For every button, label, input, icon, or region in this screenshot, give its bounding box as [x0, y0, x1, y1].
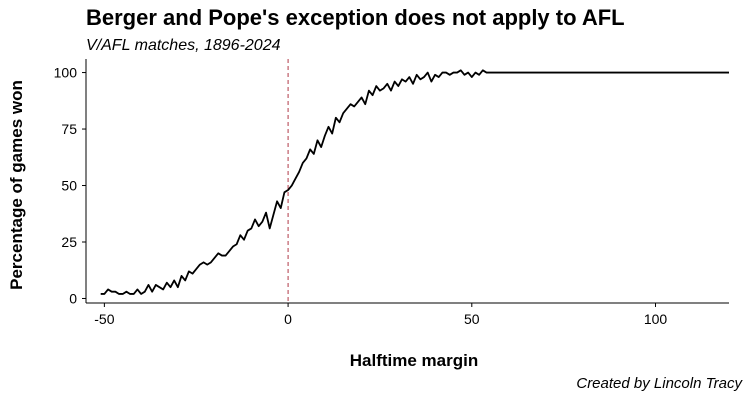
y-tick-label: 100 [54, 65, 78, 81]
x-axis-label: Halftime margin [350, 351, 478, 370]
y-tick-label: 25 [61, 234, 77, 250]
x-tick-label: -50 [94, 311, 114, 327]
y-axis-label: Percentage of games won [7, 80, 26, 290]
x-tick-label: 100 [644, 311, 668, 327]
x-tick-label: 50 [464, 311, 480, 327]
y-tick-label: 75 [61, 121, 77, 137]
y-tick-label: 0 [69, 290, 77, 306]
chart-title: Berger and Pope's exception does not app… [86, 5, 625, 30]
x-tick-label: 0 [284, 311, 292, 327]
chart-subtitle: V/AFL matches, 1896-2024 [86, 37, 281, 54]
y-tick-label: 50 [61, 178, 77, 194]
chart-caption: Created by Lincoln Tracy [576, 375, 742, 392]
series-line-0 [100, 69, 729, 295]
